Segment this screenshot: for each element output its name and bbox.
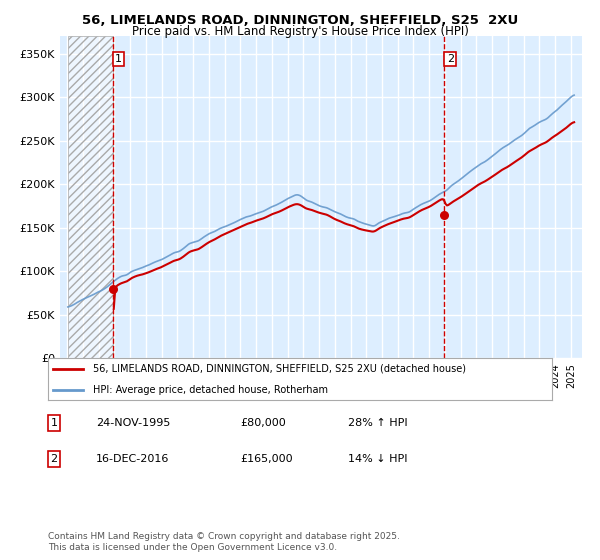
Bar — [68, 36, 113, 358]
Text: 14% ↓ HPI: 14% ↓ HPI — [348, 454, 407, 464]
Text: 1: 1 — [115, 54, 122, 64]
Text: 1: 1 — [50, 418, 58, 428]
Text: Price paid vs. HM Land Registry's House Price Index (HPI): Price paid vs. HM Land Registry's House … — [131, 25, 469, 38]
Text: 24-NOV-1995: 24-NOV-1995 — [96, 418, 170, 428]
Text: 2: 2 — [50, 454, 58, 464]
Text: £80,000: £80,000 — [240, 418, 286, 428]
Text: 56, LIMELANDS ROAD, DINNINGTON, SHEFFIELD, S25  2XU: 56, LIMELANDS ROAD, DINNINGTON, SHEFFIEL… — [82, 14, 518, 27]
Text: 16-DEC-2016: 16-DEC-2016 — [96, 454, 169, 464]
Point — [440, 211, 449, 220]
Text: 28% ↑ HPI: 28% ↑ HPI — [348, 418, 407, 428]
Text: £165,000: £165,000 — [240, 454, 293, 464]
Bar — [68, 36, 113, 358]
Text: 56, LIMELANDS ROAD, DINNINGTON, SHEFFIELD, S25 2XU (detached house): 56, LIMELANDS ROAD, DINNINGTON, SHEFFIEL… — [94, 364, 466, 374]
Text: HPI: Average price, detached house, Rotherham: HPI: Average price, detached house, Roth… — [94, 385, 328, 395]
Text: 2: 2 — [446, 54, 454, 64]
Text: Contains HM Land Registry data © Crown copyright and database right 2025.
This d: Contains HM Land Registry data © Crown c… — [48, 532, 400, 552]
Point — [108, 284, 118, 293]
